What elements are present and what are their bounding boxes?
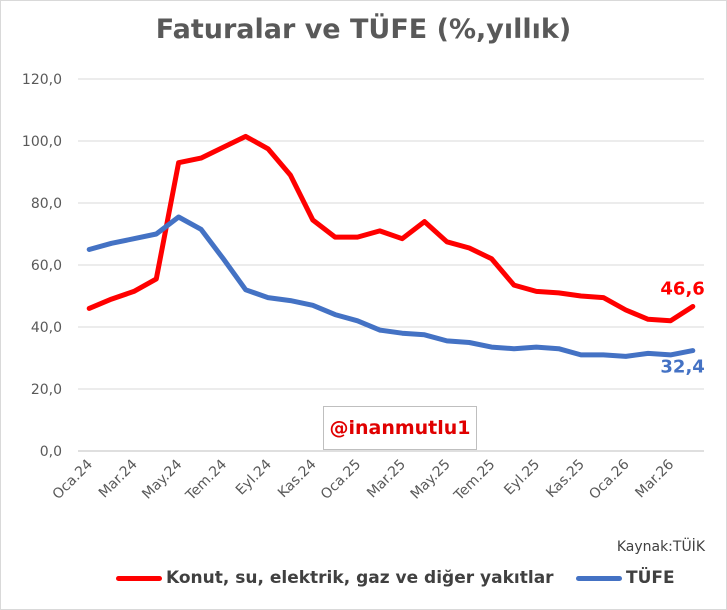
legend-swatch-konut [116,575,162,581]
x-tick-label: Oca.25 [318,457,364,503]
x-tick-label: Mar.25 [364,457,409,502]
y-tick-label: 60,0 [31,258,62,274]
x-tick-label: Kas.24 [275,456,320,501]
series-lines [86,133,696,359]
source-note: Kaynak:TÜİK [616,539,705,555]
end-label-1: 32,4 [660,357,704,378]
legend-label-konut: Konut, su, elektrik, gaz ve diğer yakıtl… [166,568,554,588]
y-tick-label: 0,0 [40,444,62,460]
legend: Konut, su, elektrik, gaz ve diğer yakıtl… [0,568,727,598]
y-tick-label: 20,0 [31,382,62,398]
x-tick-label: Eyl.24 [233,456,275,498]
y-tick-label: 40,0 [31,320,62,336]
series-line-1 [86,214,696,359]
x-tick-label: Tem.25 [451,457,499,505]
x-tick-label: Mar.24 [96,456,141,501]
y-tick-label: 80,0 [31,196,62,212]
legend-item-konut: Konut, su, elektrik, gaz ve diğer yakıtl… [116,568,554,588]
x-tick-label: Mar.26 [632,456,677,501]
y-tick-label: 120,0 [22,72,62,88]
x-tick-label: Oca.24 [50,456,96,502]
x-tick-label: May.25 [408,457,454,503]
x-tick-label: Eyl.25 [501,457,543,499]
x-tick-label: Oca.26 [586,456,632,502]
chart-title: Faturalar ve TÜFE (%,yıllık) [155,14,572,45]
legend-label-tufe: TÜFE [626,568,675,588]
y-tick-label: 100,0 [22,134,62,150]
x-tick-label: Tem.24 [182,456,230,504]
legend-swatch-tufe [576,575,622,581]
y-axis-ticks: 0,0 20,0 40,0 60,0 80,0 100,0 120,0 [22,72,62,460]
series-line-0 [86,133,696,324]
x-tick-label: Kas.25 [543,457,588,502]
x-tick-label: May.24 [139,456,185,502]
gridlines [78,78,704,452]
legend-item-tufe: TÜFE [576,568,675,588]
end-labels: 46,6 32,4 [660,279,704,378]
watermark-box: @inanmutlu1 [323,406,477,450]
end-label-0: 46,6 [660,279,704,300]
